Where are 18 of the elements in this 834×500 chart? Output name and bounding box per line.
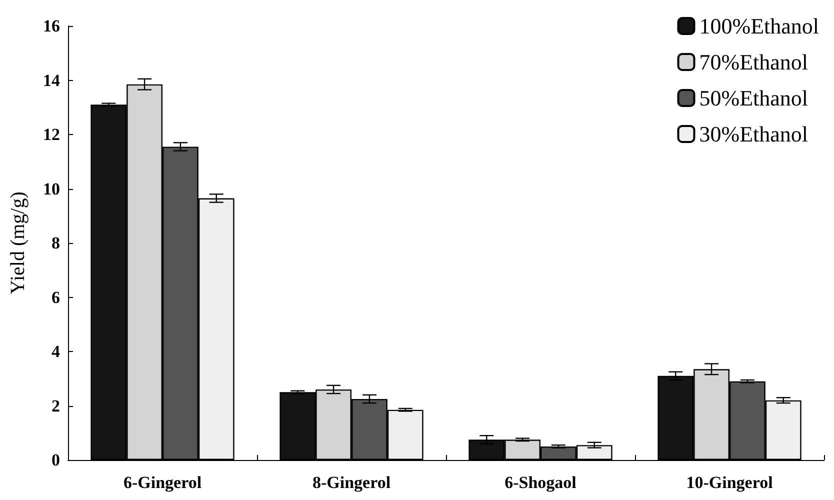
y-tick-label: 4: [52, 342, 60, 361]
y-axis-title: Yield (mg/g): [7, 192, 29, 294]
y-tick-label: 0: [52, 450, 60, 470]
x-tick-label: 6-Shogaol: [504, 473, 577, 492]
legend-label: 50%Ethanol: [699, 86, 808, 110]
x-tick-label: 8-Gingerol: [312, 473, 391, 492]
legend-label: 100%Ethanol: [699, 14, 820, 38]
y-tick-label: 8: [52, 234, 60, 252]
y-tick-label: 16: [43, 16, 60, 36]
x-tick-label: 6-Gingerol: [123, 473, 202, 492]
x-tick-label: 10-Gingerol: [686, 473, 774, 492]
y-tick-label: 12: [43, 125, 60, 144]
legend-label: 70%Ethanol: [699, 50, 808, 74]
y-tick-label: 6: [52, 288, 60, 307]
y-tick-label: 14: [43, 70, 60, 90]
legend-label: 30%Ethanol: [699, 122, 808, 146]
y-tick-label: 10: [43, 179, 60, 198]
y-tick-label: 2: [52, 396, 60, 416]
